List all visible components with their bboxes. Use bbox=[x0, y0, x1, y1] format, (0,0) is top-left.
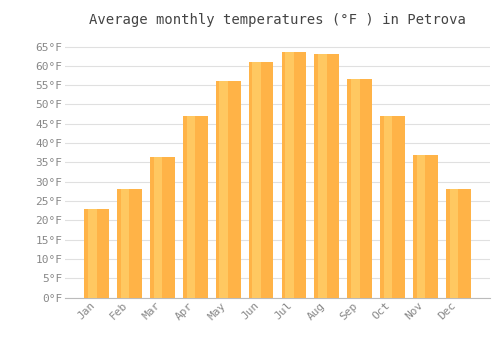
Bar bbox=[314, 54, 339, 298]
Bar bbox=[252, 62, 261, 298]
Bar bbox=[117, 189, 142, 298]
Bar bbox=[446, 189, 470, 298]
Bar bbox=[348, 79, 372, 298]
Bar bbox=[154, 156, 162, 298]
Bar bbox=[416, 155, 426, 298]
Bar bbox=[282, 52, 306, 298]
Bar bbox=[351, 79, 360, 298]
Bar bbox=[121, 189, 130, 298]
Bar bbox=[318, 54, 326, 298]
Title: Average monthly temperatures (°F ) in Petrova: Average monthly temperatures (°F ) in Pe… bbox=[89, 13, 466, 27]
Bar bbox=[216, 81, 240, 298]
Bar bbox=[150, 156, 174, 298]
Bar bbox=[285, 52, 294, 298]
Bar bbox=[384, 116, 392, 298]
Bar bbox=[380, 116, 405, 298]
Bar bbox=[183, 116, 208, 298]
Bar bbox=[84, 209, 109, 298]
Bar bbox=[186, 116, 195, 298]
Bar bbox=[413, 155, 438, 298]
Bar bbox=[220, 81, 228, 298]
Bar bbox=[88, 209, 96, 298]
Bar bbox=[248, 62, 274, 298]
Bar bbox=[450, 189, 458, 298]
